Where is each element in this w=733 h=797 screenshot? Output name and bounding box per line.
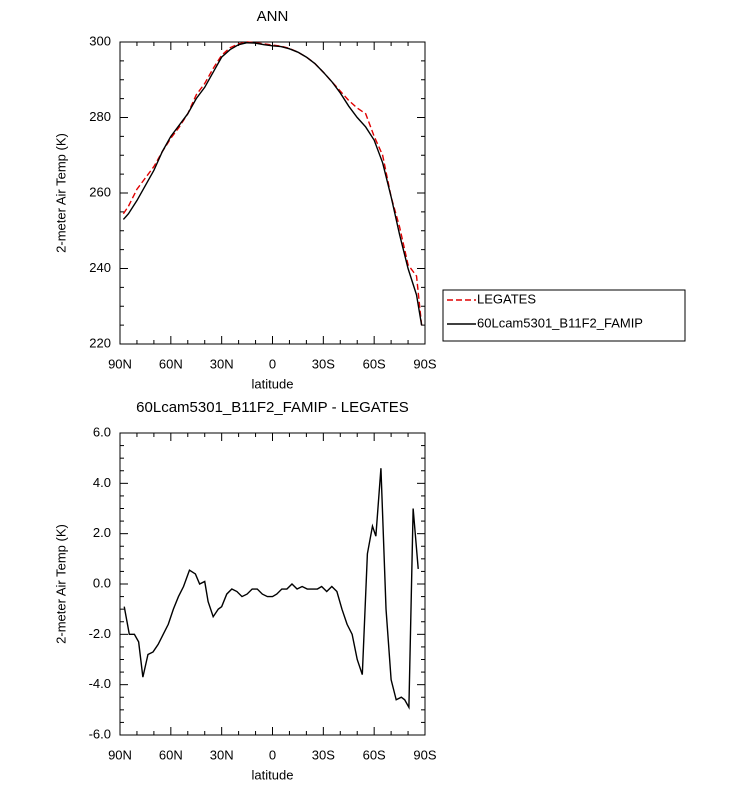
legend-box [442, 289, 686, 342]
y-tick-label: 240 [89, 260, 111, 275]
y-tick-label: 2.0 [93, 525, 111, 540]
x-tick-label: 60N [159, 747, 183, 762]
x-tick-label: 30S [312, 356, 335, 371]
x-tick-label: 60S [363, 747, 386, 762]
x-tick-label: 0 [269, 356, 276, 371]
chart-title: ANN [257, 8, 289, 25]
y-tick-label: 280 [89, 109, 111, 124]
y-tick-label: 260 [89, 184, 111, 199]
y-tick-label: 6.0 [93, 424, 111, 439]
x-tick-label: 60N [159, 356, 183, 371]
data-line [122, 41, 423, 326]
x-tick-label: 90N [108, 747, 132, 762]
plot-frame [119, 41, 426, 345]
x-tick-label: 90S [413, 356, 436, 371]
x-tick-label: 90N [108, 356, 132, 371]
x-axis-label: latitude [252, 767, 294, 782]
x-tick-label: 0 [269, 747, 276, 762]
x-tick-label: 60S [363, 356, 386, 371]
y-tick-label: 0.0 [93, 575, 111, 590]
y-axis-label: 2-meter Air Temp (K) [53, 133, 68, 253]
y-tick-label: -2.0 [89, 626, 111, 641]
data-line [122, 42, 423, 326]
data-line [123, 468, 419, 710]
legend-label: 60Lcam5301_B11F2_FAMIP [477, 315, 643, 330]
x-tick-label: 90S [413, 747, 436, 762]
chart-title: 60Lcam5301_B11F2_FAMIP - LEGATES [136, 399, 409, 416]
y-tick-label: -4.0 [89, 676, 111, 691]
plot-frame [119, 432, 426, 736]
x-tick-label: 30N [210, 356, 234, 371]
x-tick-label: 30N [210, 747, 234, 762]
y-tick-label: -6.0 [89, 726, 111, 741]
x-tick-label: 30S [312, 747, 335, 762]
y-tick-label: 300 [89, 33, 111, 48]
x-axis-label: latitude [252, 376, 294, 391]
legend-label: LEGATES [477, 291, 536, 306]
y-tick-label: 4.0 [93, 475, 111, 490]
y-tick-label: 220 [89, 335, 111, 350]
y-axis-label: 2-meter Air Temp (K) [53, 524, 68, 644]
